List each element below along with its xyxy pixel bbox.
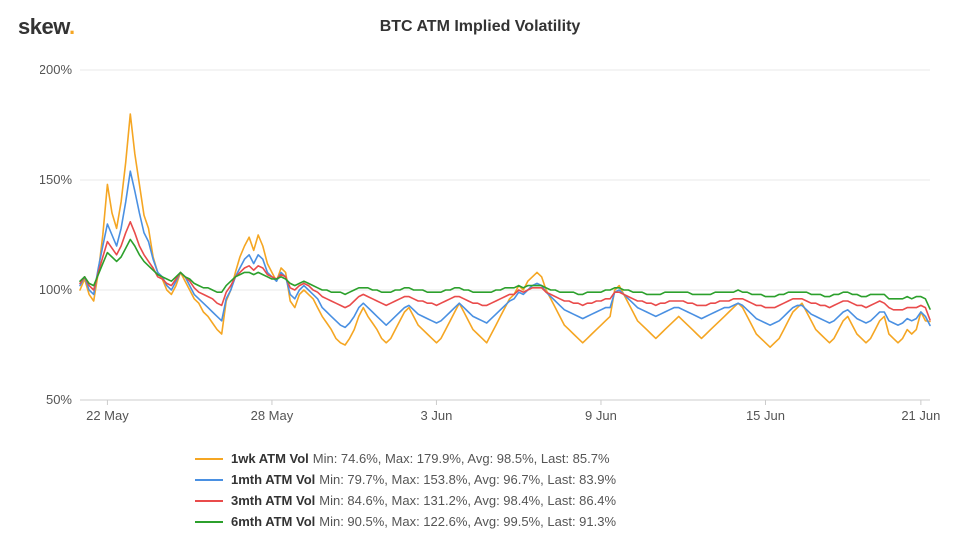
svg-text:200%: 200% <box>40 62 72 77</box>
svg-text:28 May: 28 May <box>251 408 294 423</box>
legend-swatch <box>195 454 223 464</box>
legend-swatch <box>195 496 223 506</box>
grid <box>80 70 930 400</box>
legend-series-stats: Min: 74.6%, Max: 179.9%, Avg: 98.5%, Las… <box>313 448 610 469</box>
line-series <box>80 114 930 347</box>
x-axis: 22 May 28 May 3 Jun 9 Jun 15 Jun 21 Jun <box>86 400 940 423</box>
legend-series-stats: Min: 79.7%, Max: 153.8%, Avg: 96.7%, Las… <box>319 469 616 490</box>
svg-text:15 Jun: 15 Jun <box>746 408 785 423</box>
legend-series-name: 1wk ATM Vol <box>231 448 309 469</box>
legend-series-stats: Min: 90.5%, Max: 122.6%, Avg: 99.5%, Las… <box>319 511 616 532</box>
y-axis: 50% 100% 150% 200% <box>40 62 72 407</box>
volatility-chart: 50% 100% 150% 200% 22 May 28 May 3 Jun 9 Jun 15… <box>40 60 940 430</box>
svg-text:100%: 100% <box>40 282 72 297</box>
legend-series-name: 1mth ATM Vol <box>231 469 315 490</box>
chart-title: BTC ATM Implied Volatility <box>0 18 960 36</box>
legend-row: 6mth ATM VolMin: 90.5%, Max: 122.6%, Avg… <box>195 511 616 532</box>
svg-text:3 Jun: 3 Jun <box>421 408 453 423</box>
svg-text:150%: 150% <box>40 172 72 187</box>
legend-swatch <box>195 517 223 527</box>
svg-text:9 Jun: 9 Jun <box>585 408 617 423</box>
legend-swatch <box>195 475 223 485</box>
legend-row: 1wk ATM VolMin: 74.6%, Max: 179.9%, Avg:… <box>195 448 616 469</box>
legend-series-name: 3mth ATM Vol <box>231 490 315 511</box>
legend-row: 3mth ATM VolMin: 84.6%, Max: 131.2%, Avg… <box>195 490 616 511</box>
legend-series-stats: Min: 84.6%, Max: 131.2%, Avg: 98.4%, Las… <box>319 490 616 511</box>
legend-row: 1mth ATM VolMin: 79.7%, Max: 153.8%, Avg… <box>195 469 616 490</box>
svg-text:50%: 50% <box>46 392 72 407</box>
legend-series-name: 6mth ATM Vol <box>231 511 315 532</box>
svg-text:21 Jun: 21 Jun <box>901 408 940 423</box>
legend: 1wk ATM VolMin: 74.6%, Max: 179.9%, Avg:… <box>195 448 616 532</box>
svg-text:22 May: 22 May <box>86 408 129 423</box>
